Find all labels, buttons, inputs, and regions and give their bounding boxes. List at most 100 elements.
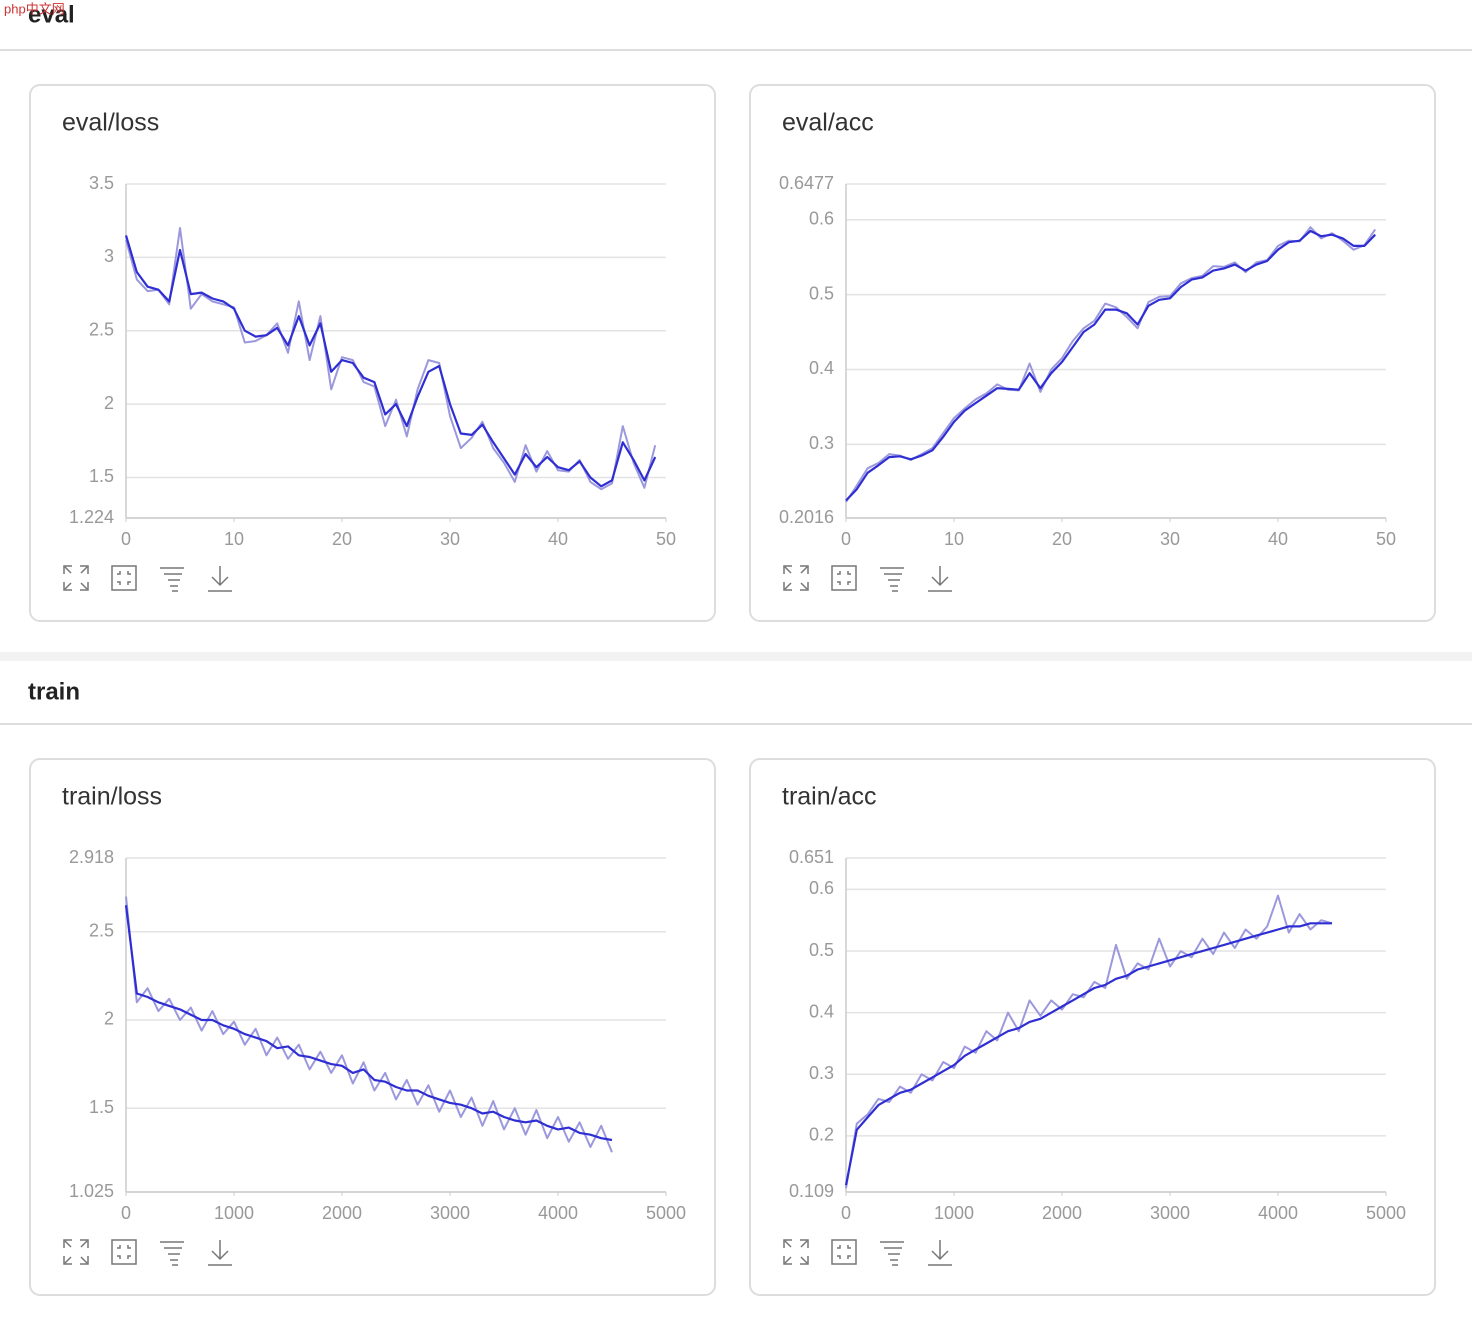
y-tick-label: 0.651: [789, 847, 834, 867]
icon: [880, 1241, 904, 1266]
icon: [928, 1240, 952, 1266]
download-button[interactable]: [926, 564, 954, 592]
x-tick-label: 4000: [538, 1203, 578, 1223]
expand-button[interactable]: [62, 564, 90, 592]
filter-button[interactable]: [878, 564, 906, 592]
chart-title: eval/acc: [782, 109, 874, 137]
button-hit[interactable]: [110, 564, 138, 592]
icon: [831, 565, 857, 591]
x-tick-label: 20: [1052, 529, 1072, 549]
series-line: [124, 235, 657, 488]
icon: [63, 565, 89, 591]
x-tick-label: 3000: [1150, 1203, 1190, 1223]
x-tick-label: 20: [332, 529, 352, 549]
fit-button[interactable]: [830, 1238, 858, 1266]
y-tick-label: 0.3: [809, 433, 834, 453]
y-tick-label: 0.5: [809, 283, 834, 303]
x-tick-label: 50: [1376, 529, 1396, 549]
fit-button[interactable]: [110, 564, 138, 592]
x-tick-label: 30: [440, 529, 460, 549]
y-tick-label: 1.5: [89, 1097, 114, 1117]
download-button[interactable]: [206, 564, 234, 592]
x-tick-label: 40: [548, 529, 568, 549]
x-tick-label: 4000: [1258, 1203, 1298, 1223]
y-tick-label: 1.224: [69, 507, 114, 527]
x-tick-label: 0: [841, 529, 851, 549]
x-tick-label: 0: [121, 1203, 131, 1223]
icon: [831, 1239, 857, 1265]
y-tick-label: 0.6: [809, 208, 834, 228]
filter-button[interactable]: [878, 1238, 906, 1266]
icon: [783, 565, 809, 591]
x-tick-label: 1000: [214, 1203, 254, 1223]
y-tick-label: 0.5: [809, 940, 834, 960]
series-line: [845, 894, 1333, 1189]
icon: [928, 566, 952, 592]
chart-card: [749, 84, 1436, 622]
y-tick-label: 2.5: [89, 319, 114, 339]
x-tick-label: 5000: [646, 1203, 686, 1223]
x-tick-label: 2000: [1042, 1203, 1082, 1223]
filter-button[interactable]: [158, 1238, 186, 1266]
series-line: [845, 229, 1376, 502]
button-hit[interactable]: [830, 564, 858, 592]
chart-card: [749, 758, 1436, 1296]
section-title: eval: [28, 1, 75, 28]
filter-button[interactable]: [158, 564, 186, 592]
y-tick-label: 0.6: [809, 878, 834, 898]
watermark: php中文网: [4, 1, 65, 16]
icon: [111, 1239, 137, 1265]
expand-button[interactable]: [782, 1238, 810, 1266]
y-tick-label: 2: [104, 393, 114, 413]
x-tick-label: 0: [841, 1203, 851, 1223]
y-tick-label: 0.3: [809, 1063, 834, 1083]
icon: [160, 1241, 184, 1266]
y-tick-label: 0.6477: [779, 173, 834, 193]
x-tick-label: 50: [656, 529, 676, 549]
section-gap: [0, 652, 1472, 661]
y-tick-label: 3.5: [89, 173, 114, 193]
expand-button[interactable]: [782, 564, 810, 592]
icon: [880, 567, 904, 592]
chart-title: eval/loss: [62, 109, 159, 137]
y-tick-label: 2.918: [69, 847, 114, 867]
series-line: [844, 922, 1332, 1186]
y-tick-label: 1.025: [69, 1181, 114, 1201]
chart-card: [29, 758, 716, 1296]
button-hit[interactable]: [830, 1238, 858, 1266]
chart-card: [29, 84, 716, 622]
icon: [783, 1239, 809, 1265]
x-tick-label: 1000: [934, 1203, 974, 1223]
icon: [111, 565, 137, 591]
button-hit[interactable]: [110, 1238, 138, 1266]
y-tick-label: 3: [104, 246, 114, 266]
expand-button[interactable]: [62, 1238, 90, 1266]
download-button[interactable]: [926, 1238, 954, 1266]
x-tick-label: 40: [1268, 529, 1288, 549]
y-tick-label: 0.109: [789, 1181, 834, 1201]
section-title: train: [28, 678, 80, 705]
fit-button[interactable]: [110, 1238, 138, 1266]
y-tick-label: 0.2016: [779, 507, 834, 527]
x-tick-label: 0: [121, 529, 131, 549]
icon: [208, 1240, 232, 1266]
icon: [160, 567, 184, 592]
fit-button[interactable]: [830, 564, 858, 592]
x-tick-label: 30: [1160, 529, 1180, 549]
y-tick-label: 0.2: [809, 1125, 834, 1145]
y-tick-label: 2.5: [89, 921, 114, 941]
download-button[interactable]: [206, 1238, 234, 1266]
series-line: [125, 227, 657, 491]
series-line: [124, 905, 613, 1142]
x-tick-label: 5000: [1366, 1203, 1406, 1223]
icon: [63, 1239, 89, 1265]
y-tick-label: 2: [104, 1009, 114, 1029]
icon: [208, 566, 232, 592]
x-tick-label: 10: [224, 529, 244, 549]
series-line: [845, 226, 1377, 503]
x-tick-label: 2000: [322, 1203, 362, 1223]
x-tick-label: 3000: [430, 1203, 470, 1223]
y-tick-label: 1.5: [89, 466, 114, 486]
chart-title: train/acc: [782, 783, 876, 811]
